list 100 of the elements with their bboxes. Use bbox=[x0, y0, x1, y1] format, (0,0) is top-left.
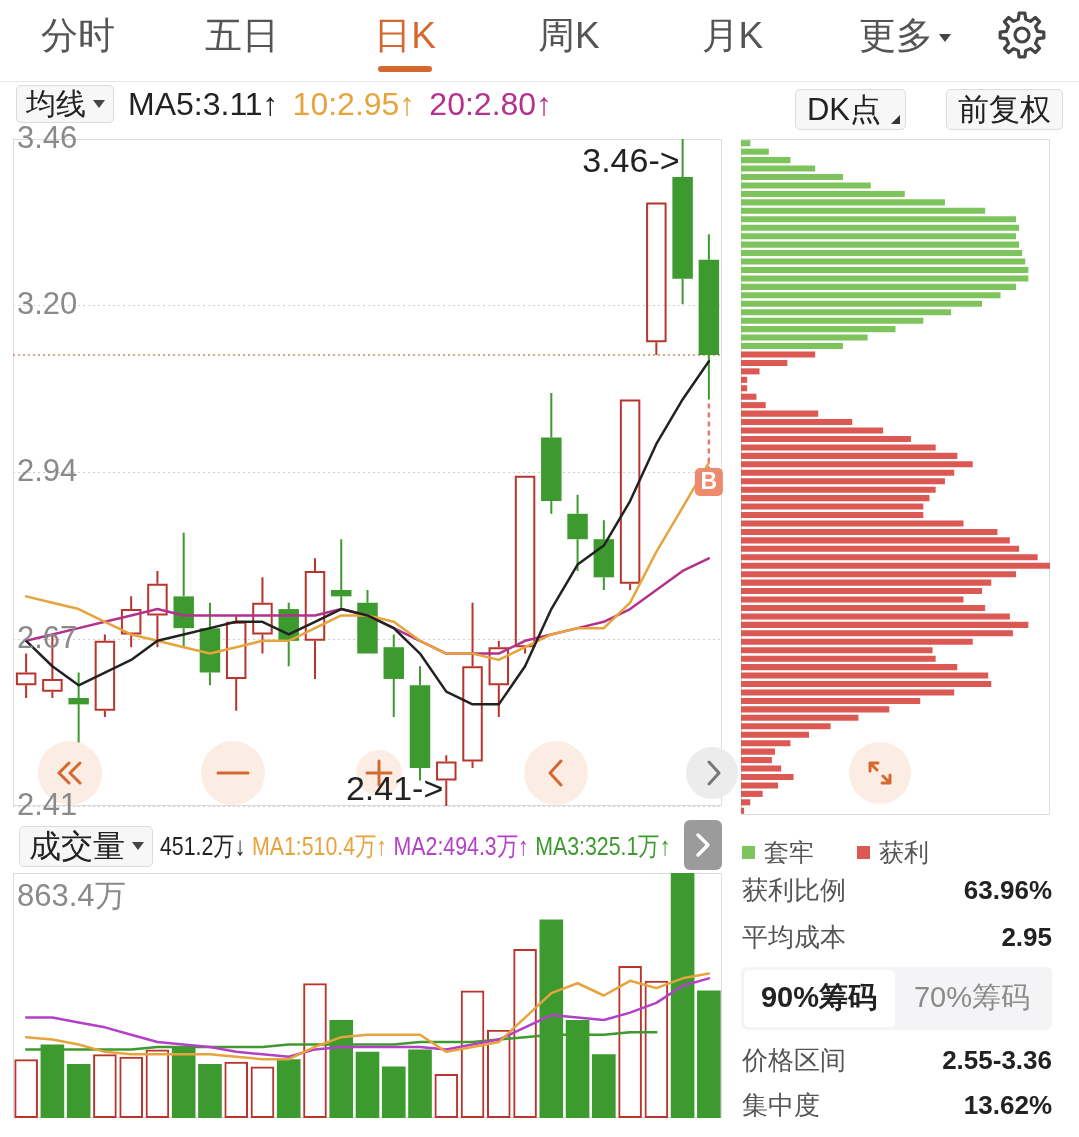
bar bbox=[741, 579, 992, 586]
bar bbox=[741, 520, 964, 527]
bar bbox=[697, 990, 721, 1118]
bar bbox=[670, 873, 695, 1118]
bar bbox=[741, 368, 760, 375]
text: 70%筹码 bbox=[913, 981, 1031, 1013]
bar bbox=[741, 419, 853, 426]
bar bbox=[741, 309, 952, 316]
text: 90%筹码 bbox=[760, 981, 878, 1013]
annotation: 2.41-> bbox=[345, 769, 444, 808]
bar bbox=[276, 1059, 301, 1118]
bar bbox=[741, 300, 983, 307]
bar bbox=[355, 1051, 380, 1118]
candlestick bbox=[698, 233, 720, 401]
bar bbox=[741, 773, 794, 781]
bar bbox=[741, 148, 769, 155]
legend-label: 套牢 bbox=[764, 837, 814, 866]
bar bbox=[741, 723, 831, 730]
bar bbox=[741, 359, 788, 366]
bar bbox=[741, 351, 816, 358]
bar bbox=[741, 782, 779, 789]
candlestick bbox=[15, 652, 37, 700]
button-box: 前复权 bbox=[946, 88, 1063, 130]
bar bbox=[381, 1066, 406, 1118]
bar bbox=[741, 630, 1013, 637]
bar bbox=[741, 604, 986, 612]
bar bbox=[741, 224, 1020, 231]
bar bbox=[198, 1064, 222, 1118]
bar bbox=[741, 233, 1017, 240]
bar bbox=[741, 435, 911, 443]
bar bbox=[741, 495, 930, 502]
bar bbox=[741, 740, 791, 747]
bar bbox=[741, 410, 819, 417]
bar bbox=[741, 385, 748, 392]
candlestick bbox=[304, 557, 326, 680]
bar bbox=[741, 689, 955, 696]
bar bbox=[741, 554, 1038, 561]
text: 集中度 bbox=[742, 1090, 820, 1120]
bar bbox=[741, 486, 936, 493]
text: 10:2.95↑ bbox=[292, 86, 416, 122]
candlestick bbox=[383, 633, 404, 719]
bar bbox=[741, 157, 791, 164]
bar bbox=[408, 1049, 432, 1118]
text: MA1:510.4万↑ bbox=[251, 831, 387, 861]
bar bbox=[741, 537, 1010, 544]
annotation: 3.46-> bbox=[582, 141, 680, 180]
bar bbox=[741, 326, 896, 333]
legend-title: 成交量 bbox=[28, 828, 125, 864]
candlestick bbox=[331, 538, 352, 611]
bar bbox=[741, 790, 763, 797]
text: 20:2.80↑ bbox=[429, 86, 553, 122]
dropdown-box: 成交量 bbox=[18, 825, 153, 867]
candlestick bbox=[567, 493, 588, 572]
bar bbox=[741, 334, 868, 341]
text: MA3:325.1万↑ bbox=[534, 831, 670, 861]
bar bbox=[741, 241, 1020, 248]
bar bbox=[741, 664, 958, 671]
text: 2.95 bbox=[1001, 922, 1052, 952]
candlestick bbox=[619, 399, 641, 592]
bar bbox=[741, 765, 782, 772]
bar bbox=[741, 402, 766, 409]
bar bbox=[741, 638, 973, 645]
bar bbox=[741, 596, 964, 603]
bar bbox=[741, 706, 890, 713]
bar bbox=[741, 680, 992, 688]
annotation: B bbox=[700, 468, 718, 495]
text: 更多 bbox=[859, 15, 933, 56]
bar bbox=[741, 647, 933, 654]
bar bbox=[741, 511, 924, 519]
button-box: DK点 bbox=[794, 88, 906, 130]
candlestick bbox=[541, 392, 562, 515]
bar bbox=[741, 571, 1017, 578]
bar bbox=[741, 140, 751, 147]
candlestick bbox=[593, 519, 615, 592]
legend-title: 均线 bbox=[26, 87, 86, 120]
text: 价格区间 bbox=[742, 1045, 846, 1075]
bar bbox=[741, 503, 924, 510]
text: 日K bbox=[374, 15, 437, 56]
bar bbox=[741, 748, 775, 755]
bar bbox=[741, 469, 955, 476]
bar bbox=[741, 621, 1029, 628]
bar bbox=[741, 461, 973, 468]
bar bbox=[741, 562, 1050, 569]
bar bbox=[66, 1064, 91, 1118]
text: 451.2万↓ bbox=[159, 831, 246, 861]
bar bbox=[741, 182, 871, 189]
bar bbox=[741, 528, 998, 535]
bar bbox=[741, 173, 843, 181]
bar bbox=[741, 199, 945, 206]
bar bbox=[741, 342, 843, 350]
bar bbox=[741, 250, 1023, 257]
bar bbox=[741, 697, 921, 704]
bar bbox=[741, 216, 1017, 223]
candlestick bbox=[68, 671, 89, 744]
candlestick bbox=[357, 589, 378, 654]
candlestick bbox=[199, 601, 221, 687]
text: 平均成本 bbox=[742, 922, 846, 952]
bar bbox=[741, 613, 1010, 620]
text: 13.62% bbox=[963, 1090, 1052, 1120]
candlestick bbox=[462, 601, 483, 769]
